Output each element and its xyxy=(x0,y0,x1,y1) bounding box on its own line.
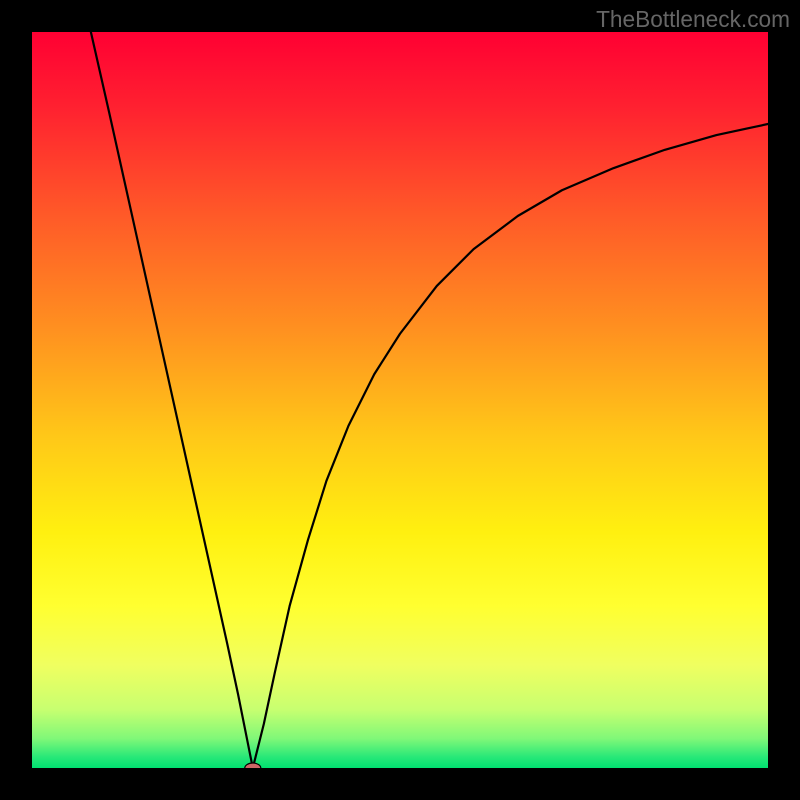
watermark-text: TheBottleneck.com xyxy=(596,6,790,33)
chart-root: TheBottleneck.com xyxy=(0,0,800,800)
plot-svg xyxy=(32,32,768,768)
plot-area xyxy=(32,32,768,768)
minimum-marker xyxy=(245,763,261,768)
gradient-background xyxy=(32,32,768,768)
